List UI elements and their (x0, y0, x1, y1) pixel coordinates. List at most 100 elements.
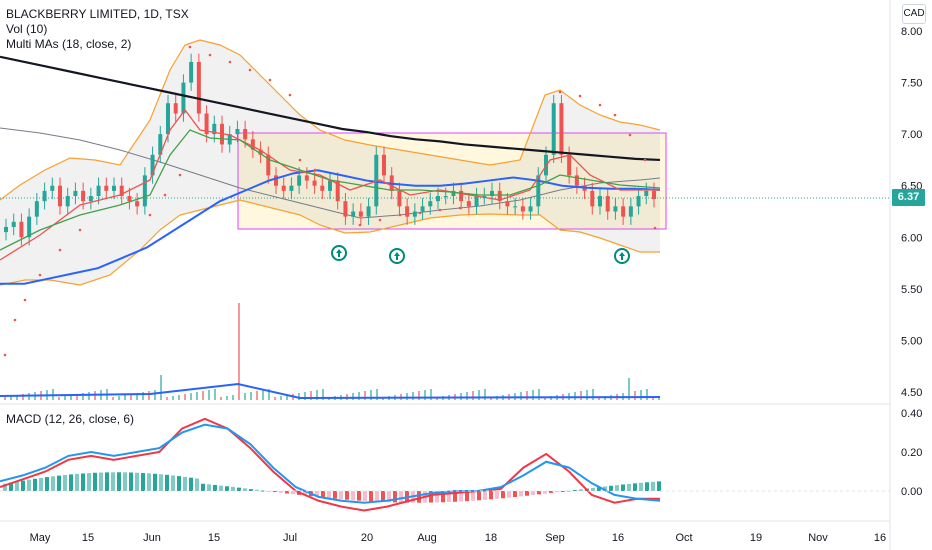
price-tick-label: 5.50 (901, 284, 922, 296)
candle-body (166, 103, 170, 135)
volume-bar (58, 397, 60, 400)
volume-bar (202, 391, 204, 400)
candle-body (181, 82, 186, 114)
volume-bar (310, 391, 312, 400)
psar-dot (418, 211, 422, 215)
candle-body (235, 128, 240, 135)
candle-body (50, 185, 55, 191)
macd-histogram-bar (111, 472, 115, 491)
moving-averages-indicator-label[interactable]: Multi MAs (18, close, 2) (6, 37, 132, 51)
macd-indicator-label[interactable]: MACD (12, 26, close, 6) (6, 412, 135, 426)
volume-bar (460, 393, 462, 400)
volume-bar (580, 391, 582, 400)
candle-body (644, 190, 649, 197)
volume-bar (634, 391, 636, 400)
macd-histogram-bar (183, 476, 187, 491)
candle-body (343, 201, 348, 217)
macd-histogram-bar (657, 481, 661, 491)
macd-histogram-bar (105, 472, 109, 491)
candle-body (590, 190, 595, 207)
volume-bar (268, 389, 270, 400)
volume-bar (370, 390, 372, 400)
macd-histogram-bar (21, 480, 25, 491)
candle-body (104, 185, 109, 191)
candle-body (497, 190, 502, 202)
macd-histogram-bar (75, 473, 79, 491)
macd-histogram-bar (141, 472, 145, 491)
macd-histogram-bar (195, 478, 199, 491)
macd-tick-label: 0.00 (901, 486, 922, 498)
candle-body (366, 206, 371, 217)
volume-bar (466, 392, 468, 400)
volume-bar (430, 389, 432, 400)
volume-bar (160, 375, 162, 400)
up-arrow-glyph-icon (619, 252, 625, 260)
candle-body (304, 175, 309, 181)
candle-body (173, 103, 178, 114)
macd-histogram-bar (315, 491, 319, 497)
volume-bar (142, 392, 144, 400)
candle-body (551, 103, 556, 155)
time-tick-label: Oct (675, 532, 692, 544)
signal-line (0, 417, 660, 512)
candle-body (490, 190, 494, 197)
psar-dot (328, 178, 332, 182)
symbol-title[interactable]: BLACKBERRY LIMITED, 1D, TSX (6, 7, 189, 21)
price-tick-label: 4.50 (901, 387, 922, 399)
volume-bar (118, 396, 120, 400)
macd-histogram-bar (327, 491, 331, 499)
macd-histogram-bar (213, 484, 217, 491)
candle-body (289, 185, 294, 191)
candle-body (574, 175, 579, 186)
macd-histogram-bar (69, 474, 73, 491)
volume-bar (214, 389, 216, 400)
psar-dot (358, 223, 362, 227)
volume-bar (76, 394, 78, 400)
candle-body (65, 196, 70, 207)
macd-histogram-bar (465, 491, 469, 502)
volume-bar (490, 397, 492, 400)
volume-bar (64, 396, 66, 400)
macd-histogram-bar (399, 491, 403, 503)
candle-body (459, 190, 464, 202)
volume-bar (130, 394, 132, 400)
volume-bar (262, 390, 264, 400)
macd-histogram-bar (369, 491, 373, 502)
ma-blue-line (0, 169, 661, 285)
macd-histogram-bar (447, 491, 451, 503)
macd-line (0, 423, 661, 504)
candle-body (412, 211, 417, 217)
volume-bar (526, 391, 528, 400)
psar-dot (268, 78, 272, 82)
currency-badge[interactable]: CAD (902, 4, 926, 24)
candle-body (27, 216, 32, 238)
macd-histogram-bar (219, 485, 223, 491)
macd-histogram-bar (63, 474, 67, 491)
volume-bar (358, 392, 360, 400)
macd-histogram-bar (165, 474, 169, 491)
macd-histogram-bar (51, 476, 55, 491)
macd-histogram-bar (489, 491, 493, 500)
macd-histogram-bar (651, 481, 655, 491)
volume-bar (364, 391, 366, 400)
macd-histogram-bar (57, 475, 61, 491)
price-tick-label: 8.00 (901, 26, 922, 38)
candle-body (335, 180, 340, 202)
volume-bar (166, 397, 168, 400)
macd-histogram-bar (15, 481, 19, 491)
candle-body (466, 201, 471, 207)
candle-body (19, 221, 24, 238)
macd-histogram-bar (453, 491, 457, 502)
volume-bar (418, 391, 420, 400)
macd-histogram-bar (591, 487, 595, 491)
volume-bar (280, 396, 282, 400)
candle-body (628, 206, 633, 217)
volume-indicator-label[interactable]: Vol (10) (6, 22, 48, 36)
macd-histogram-bar (477, 491, 481, 501)
time-tick-label: 18 (485, 532, 497, 544)
time-tick-label: Nov (808, 532, 828, 544)
price-tick-label: 7.00 (901, 129, 922, 141)
psar-dot (398, 213, 402, 217)
macd-histogram-bar (225, 486, 229, 491)
